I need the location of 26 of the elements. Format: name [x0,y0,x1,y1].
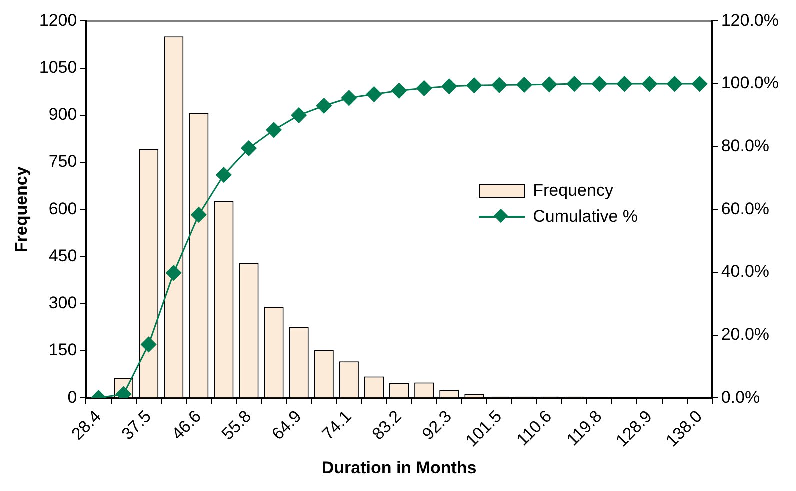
x-tick-label: 83.2 [368,407,406,444]
x-tick-label: 55.8 [218,407,256,444]
y-tick-label: 1200 [39,10,78,30]
y-tick-label: 450 [48,246,78,266]
y-tick-label: 300 [48,294,78,313]
y2-tick-label: 100.0% [721,74,780,93]
y-tick-label: 150 [48,340,78,360]
y-tick-label: 750 [48,152,78,172]
y-axis-title: Frequency [12,166,31,253]
y-tick-label: 0 [68,388,78,407]
y2-tick-label: 60.0% [721,199,770,218]
y-tick-label: 600 [48,199,78,218]
x-axis-title: Duration in Months [322,458,477,478]
y-tick-label: 900 [48,105,78,124]
legend-label: Cumulative % [533,207,638,227]
y2-tick-label: 0.0% [721,388,760,407]
x-tick-label: 46.6 [168,407,206,444]
y2-tick-label: 80.0% [721,136,770,156]
y2-tick-label: 120.0% [721,10,780,30]
x-tick-label: 74.1 [318,407,356,444]
y-tick-label: 1050 [39,58,78,77]
legend-label: Frequency [533,181,614,201]
y2-tick-label: 20.0% [721,324,770,344]
x-tick-label: 64.9 [268,407,306,444]
y2-tick-label: 40.0% [721,262,770,282]
x-tick-label: 92.3 [418,407,456,444]
